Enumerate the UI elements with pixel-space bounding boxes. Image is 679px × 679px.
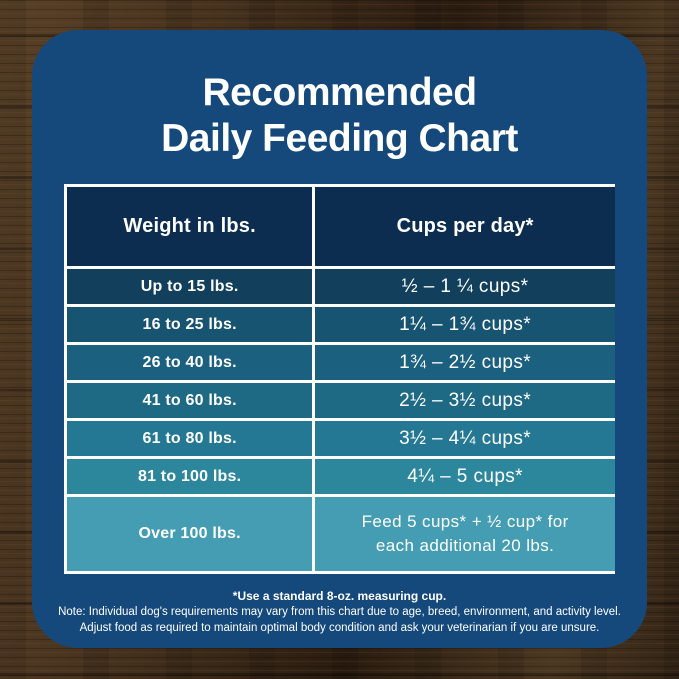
page-title: Recommended Daily Feeding Chart	[32, 30, 647, 162]
requirements-note-line1: Note: Individual dog's requirements may …	[58, 606, 621, 618]
table-cell-cups-row3: 1¾ – 2½ cups*	[315, 345, 615, 380]
requirements-note-line2: Adjust food as required to maintain opti…	[79, 622, 600, 634]
feeding-chart-card: Recommended Daily Feeding Chart Weight i…	[32, 30, 647, 648]
table-cell-cups-row1: ½ – 1 ¼ cups*	[315, 269, 615, 304]
footnotes: *Use a standard 8-oz. measuring cup. Not…	[32, 588, 647, 636]
table-cell-cups-row2: 1¼ – 1¾ cups*	[315, 307, 615, 342]
measuring-cup-note: *Use a standard 8-oz. measuring cup.	[232, 589, 447, 603]
table-cell-weight-row2: 16 to 25 lbs.	[67, 307, 313, 342]
column-header-weight: Weight in lbs.	[67, 187, 313, 266]
table-cell-weight-row6: 81 to 100 lbs.	[67, 459, 313, 494]
table-cell-weight-row3: 26 to 40 lbs.	[67, 345, 313, 380]
table-cell-weight-row1: Up to 15 lbs.	[67, 269, 313, 304]
column-header-cups: Cups per day*	[315, 187, 615, 266]
table-cell-cups-row5: 3½ – 4¼ cups*	[315, 421, 615, 456]
cups-row7-line1: Feed 5 cups* + ½ cup* for	[361, 512, 569, 531]
feeding-table: Weight in lbs. Cups per day* Up to 15 lb…	[64, 184, 615, 574]
cups-row7-line2: each additional 20 lbs.	[375, 536, 555, 555]
table-cell-weight-row5: 61 to 80 lbs.	[67, 421, 313, 456]
table-cell-cups-row4: 2½ – 3½ cups*	[315, 383, 615, 418]
table-cell-weight-row7: Over 100 lbs.	[67, 497, 313, 571]
table-cell-cups-row6: 4¼ – 5 cups*	[315, 459, 615, 494]
table-cell-cups-row7: Feed 5 cups* + ½ cup* for each additiona…	[315, 497, 615, 571]
title-line-1: Recommended	[202, 71, 477, 114]
title-line-2: Daily Feeding Chart	[161, 117, 518, 160]
table-cell-weight-row4: 41 to 60 lbs.	[67, 383, 313, 418]
